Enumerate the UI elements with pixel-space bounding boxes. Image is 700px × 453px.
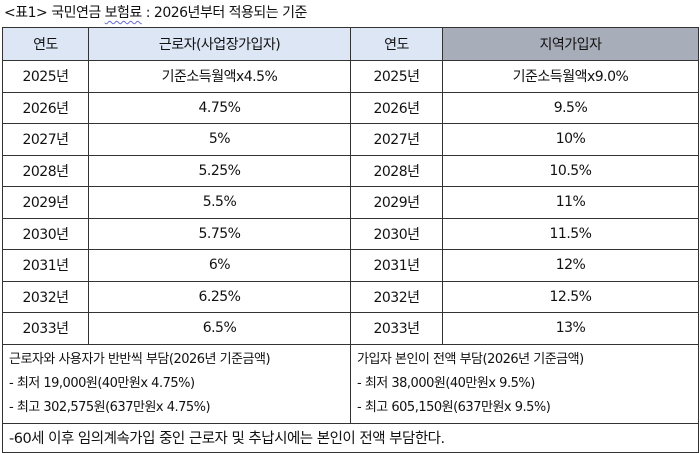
year-cell: 2030년: [2, 217, 89, 250]
header-year: 연도: [2, 27, 89, 61]
table-row: 2033년 6.5% 2033년 13%: [2, 312, 699, 345]
year-cell: 2027년: [350, 123, 443, 156]
note-line: - 최저 19,000원(40만원x 4.75%): [9, 375, 195, 391]
year-cell: 2026년: [350, 91, 443, 124]
regional-rate-cell: 10%: [442, 123, 699, 156]
header-row: 연도 근로자(사업장가입자) 연도 지역가입자: [2, 27, 699, 61]
year-cell: 2033년: [350, 312, 443, 345]
regional-rate-cell: 12%: [442, 249, 699, 282]
note-line: 가입자 본인이 전액 부담(2026년 기준금액): [357, 351, 584, 367]
note-line: 근로자와 사용자가 반반씩 부담(2026년 기준금액): [9, 351, 271, 367]
regional-notes: 가입자 본인이 전액 부담(2026년 기준금액) - 최저 38,000원(4…: [350, 343, 699, 424]
notes-row: 근로자와 사용자가 반반씩 부담(2026년 기준금액) - 최저 19,000…: [2, 343, 699, 424]
year-cell: 2029년: [2, 186, 89, 219]
table-row: 2025년 기준소득월액x4.5% 2025년 기준소득월액x9.0%: [2, 60, 699, 93]
regional-rate-cell: 12.5%: [442, 280, 699, 313]
header-year: 연도: [350, 27, 443, 61]
year-cell: 2025년: [350, 60, 443, 93]
employee-rate-cell: 4.75%: [88, 91, 351, 124]
note-line: - 최고 605,150원(637만원x 9.5%): [357, 399, 551, 415]
year-cell: 2025년: [2, 60, 89, 93]
note-line: - 최고 302,575원(637만원x 4.75%): [9, 399, 211, 415]
table-row: 2028년 5.25% 2028년 10.5%: [2, 154, 699, 187]
table-row: 2030년 5.75% 2030년 11.5%: [2, 217, 699, 250]
year-cell: 2028년: [350, 154, 443, 187]
pension-rate-table: 연도 근로자(사업장가입자) 연도 지역가입자 2025년 기준소득월액x4.5%…: [2, 27, 699, 453]
employee-rate-cell: 6%: [88, 249, 351, 282]
note-line: - 최저 38,000원(40만원x 9.5%): [357, 375, 535, 391]
employee-notes: 근로자와 사용자가 반반씩 부담(2026년 기준금액) - 최저 19,000…: [2, 343, 351, 424]
year-cell: 2032년: [2, 280, 89, 313]
year-cell: 2032년: [350, 280, 443, 313]
regional-rate-cell: 13%: [442, 312, 699, 345]
year-cell: 2033년: [2, 312, 89, 345]
year-cell: 2028년: [2, 154, 89, 187]
employee-rate-cell: 6.5%: [88, 312, 351, 345]
footnote: -60세 이후 임의계속가입 중인 근로자 및 추납시에는 본인이 전액 부담한…: [2, 422, 699, 453]
employee-rate-cell: 5%: [88, 123, 351, 156]
header-regional: 지역가입자: [442, 27, 699, 61]
regional-rate-cell: 11%: [442, 186, 699, 219]
caption-underlined-word: 보험료: [104, 5, 143, 21]
employee-rate-cell: 5.25%: [88, 154, 351, 187]
table-row: 2032년 6.25% 2032년 12.5%: [2, 280, 699, 313]
year-cell: 2027년: [2, 123, 89, 156]
table-row: 2027년 5% 2027년 10%: [2, 123, 699, 156]
year-cell: 2026년: [2, 91, 89, 124]
regional-rate-cell: 10.5%: [442, 154, 699, 187]
employee-rate-cell: 5.5%: [88, 186, 351, 219]
year-cell: 2031년: [350, 249, 443, 282]
employee-rate-cell: 5.75%: [88, 217, 351, 250]
table-row: 2029년 5.5% 2029년 11%: [2, 186, 699, 219]
employee-rate-cell: 기준소득월액x4.5%: [88, 60, 351, 93]
header-employee: 근로자(사업장가입자): [88, 27, 351, 61]
year-cell: 2030년: [350, 217, 443, 250]
caption-suffix: : 2026년부터 적용되는 기준: [141, 5, 308, 21]
regional-rate-cell: 9.5%: [442, 91, 699, 124]
footnote-row: -60세 이후 임의계속가입 중인 근로자 및 추납시에는 본인이 전액 부담한…: [2, 422, 699, 453]
regional-rate-cell: 기준소득월액x9.0%: [442, 60, 699, 93]
table-caption: <표1> 국민연금 보험료 : 2026년부터 적용되는 기준: [4, 2, 307, 22]
regional-rate-cell: 11.5%: [442, 217, 699, 250]
year-cell: 2031년: [2, 249, 89, 282]
employee-rate-cell: 6.25%: [88, 280, 351, 313]
table-row: 2031년 6% 2031년 12%: [2, 249, 699, 282]
year-cell: 2029년: [350, 186, 443, 219]
table-row: 2026년 4.75% 2026년 9.5%: [2, 91, 699, 124]
caption-prefix: <표1> 국민연금: [4, 5, 105, 21]
